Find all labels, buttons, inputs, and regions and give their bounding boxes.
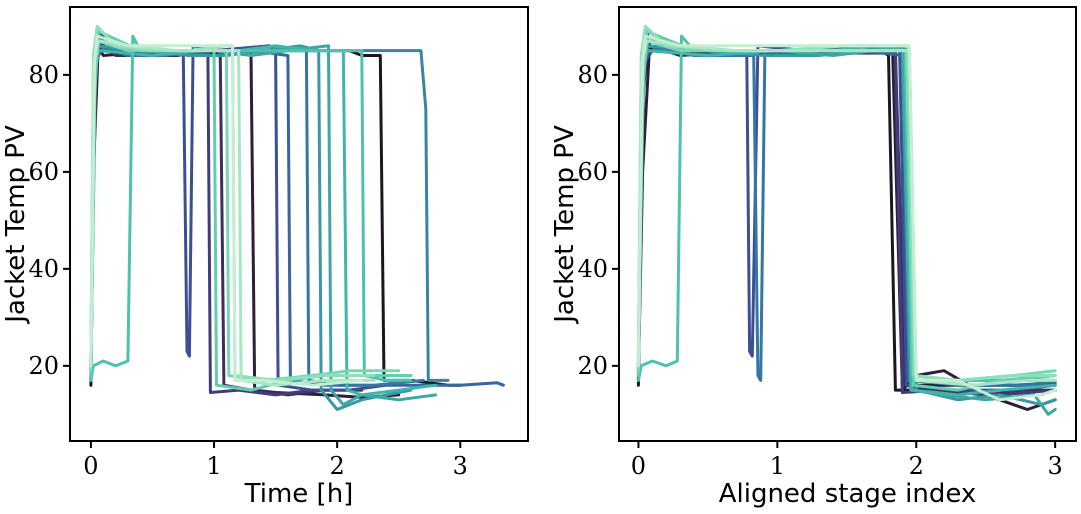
- x-tick-label: 1: [206, 452, 221, 480]
- series-line-8: [636, 44, 1057, 407]
- x-axis-label: Aligned stage index: [719, 479, 977, 509]
- left-chart-panel: 0 1 2 3 20 40 60 80 Time [h] Jacket Temp PV: [1, 6, 529, 509]
- y-axis-label: Jacket Temp PV: [550, 125, 580, 325]
- y-tick-label: 60: [577, 158, 608, 186]
- series-line-1: [636, 44, 1057, 411]
- x-tick-label: 0: [631, 452, 646, 480]
- series-line-0: [636, 34, 1057, 392]
- series-line-15: [636, 39, 1057, 387]
- x-axis-label: Time [h]: [244, 479, 354, 509]
- series-line-4: [636, 44, 1057, 392]
- y-tick-label: 40: [28, 255, 59, 283]
- series-group: [89, 24, 505, 411]
- y-tick-label: 20: [577, 352, 608, 380]
- series-line-5: [89, 34, 505, 387]
- series-line-5: [636, 34, 1057, 387]
- series-line-16: [89, 34, 364, 387]
- series-line-6: [636, 44, 1057, 387]
- x-tick-label: 2: [330, 452, 345, 480]
- series-line-2: [636, 39, 1057, 397]
- series-line-10: [636, 44, 1057, 397]
- series-line-9: [636, 39, 1057, 416]
- series-line-14: [636, 24, 1057, 382]
- y-axis-label: Jacket Temp PV: [1, 125, 31, 325]
- series-group: [636, 24, 1057, 416]
- right-chart-panel: 0 1 2 3 20 40 60 80 Aligned stage index Jacket Te…: [550, 6, 1077, 509]
- series-line-6: [89, 44, 425, 387]
- x-tick-label: 0: [83, 452, 98, 480]
- plot-frame: [69, 6, 529, 442]
- y-tick-label: 80: [28, 61, 59, 89]
- series-line-16: [636, 34, 1057, 402]
- series-line-13: [89, 39, 401, 382]
- series-line-7: [636, 49, 1057, 382]
- y-tick-label: 40: [577, 255, 608, 283]
- plot-frame: [618, 6, 1077, 442]
- y-tick-label: 60: [28, 158, 59, 186]
- series-line-3: [636, 29, 1057, 397]
- series-line-7: [89, 49, 450, 382]
- x-tick-label: 2: [909, 452, 924, 480]
- x-tick-label: 1: [770, 452, 785, 480]
- y-tick-label: 80: [577, 61, 608, 89]
- series-line-1: [89, 44, 401, 399]
- y-tick-label: 20: [28, 352, 59, 380]
- x-tick-label: 3: [453, 452, 468, 480]
- series-line-12: [636, 29, 1057, 392]
- series-line-11: [636, 34, 1057, 382]
- series-line-8: [89, 44, 413, 411]
- series-line-13: [636, 39, 1057, 382]
- series-line-14: [89, 24, 376, 382]
- x-tick-label: 3: [1048, 452, 1063, 480]
